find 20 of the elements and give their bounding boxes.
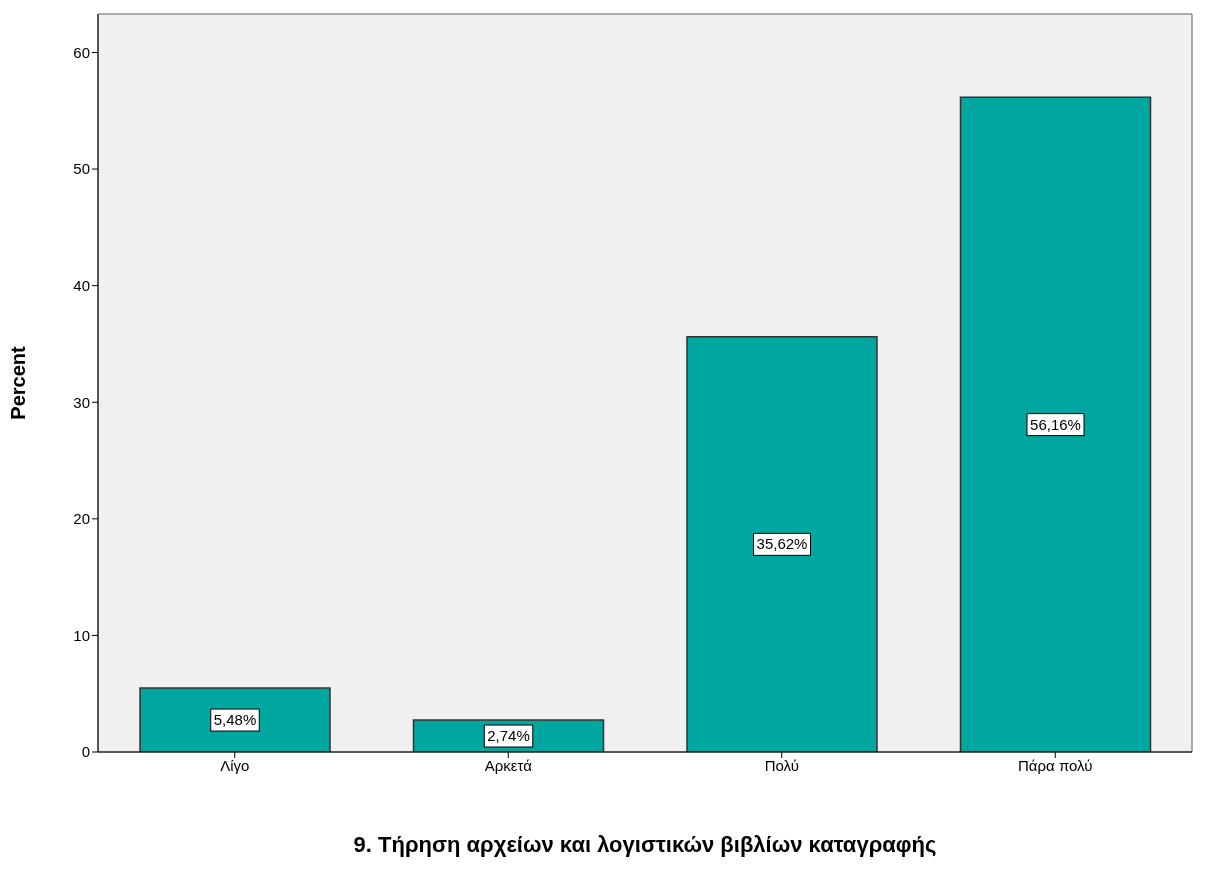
bar (959, 96, 1152, 752)
data-label: 5,48% (213, 711, 257, 729)
x-tick-label: Αρκετά (484, 756, 533, 774)
y-tick-label: 20 (73, 510, 90, 528)
y-tick-label: 0 (81, 743, 90, 761)
x-axis-title: 9. Τήρηση αρχείων και λογιστικών βιβλίων καταγραφής (353, 832, 937, 857)
y-tick-label: 40 (73, 276, 90, 294)
y-axis-title: Percent (7, 345, 30, 420)
data-label: 2,74% (487, 727, 530, 745)
bar (686, 335, 878, 752)
x-tick-label: Πάρα πολύ (1018, 756, 1093, 774)
y-tick-label: 10 (73, 626, 90, 644)
x-tick-label: Πολύ (764, 756, 799, 774)
x-tick-label: Λίγο (220, 756, 250, 774)
data-label: 56,16% (1030, 415, 1081, 433)
data-label: 35,62% (756, 535, 808, 553)
y-tick-label: 30 (73, 393, 90, 411)
y-tick-label: 50 (73, 160, 90, 178)
y-tick-label: 60 (73, 43, 90, 61)
bar (139, 687, 331, 752)
